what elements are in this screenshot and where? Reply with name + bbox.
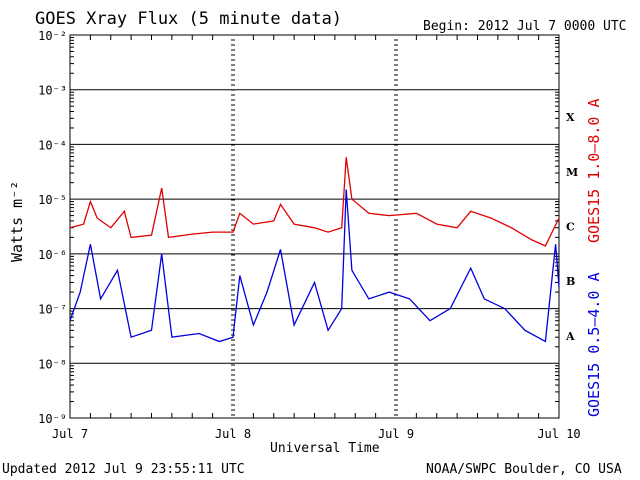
- y-tick-label: 10⁻⁸: [38, 357, 67, 371]
- series-line: [69, 189, 560, 343]
- updated-timestamp: Updated 2012 Jul 9 23:55:11 UTC: [2, 462, 245, 477]
- x-tick-label: Jul 7: [52, 427, 88, 441]
- y-tick-label: 10⁻⁹: [38, 412, 67, 426]
- x-tick-label: Jul 8: [215, 427, 251, 441]
- x-tick-label: Jul 9: [378, 427, 414, 441]
- x-axis-label: Universal Time: [270, 441, 380, 456]
- chart-title: GOES Xray Flux (5 minute data): [35, 9, 342, 29]
- flare-class-label: M: [566, 166, 578, 179]
- flare-class-label: B: [566, 275, 575, 288]
- plot-frame: [69, 34, 560, 419]
- legend-long-channel: GOES15 1.0–8.0 A: [585, 99, 603, 244]
- flare-class-label: A: [565, 330, 575, 343]
- begin-time: Begin: 2012 Jul 7 0000 UTC: [423, 19, 627, 34]
- series-line: [69, 157, 560, 247]
- x-axis-ticks: Jul 7 Jul 8 Jul 9 Jul 10: [52, 34, 581, 441]
- y-axis-label: Watts m⁻²: [8, 181, 26, 262]
- y-tick-label: 10⁻⁵: [38, 193, 67, 207]
- credit-text: NOAA/SWPC Boulder, CO USA: [426, 462, 622, 477]
- legend-short-channel: GOES15 0.5–4.0 A: [585, 273, 603, 418]
- x-tick-label: Jul 10: [537, 427, 580, 441]
- flare-class-label: C: [566, 221, 575, 234]
- data-series: [69, 157, 560, 343]
- y-tick-label: 10⁻³: [38, 84, 67, 98]
- y-axis-ticks: 10⁻² 10⁻³ 10⁻⁴ 10⁻⁵ 10⁻⁶ 10⁻⁷ 10⁻⁸ 10⁻⁹: [38, 29, 559, 426]
- flare-class-labels: X M C B A: [565, 111, 578, 343]
- y-tick-label: 10⁻⁴: [38, 138, 67, 152]
- grid-lines: [70, 89, 559, 364]
- y-tick-label: 10⁻²: [38, 29, 67, 43]
- y-tick-label: 10⁻⁶: [38, 248, 67, 262]
- y-tick-label: 10⁻⁷: [38, 303, 67, 317]
- flare-class-label: X: [566, 111, 575, 124]
